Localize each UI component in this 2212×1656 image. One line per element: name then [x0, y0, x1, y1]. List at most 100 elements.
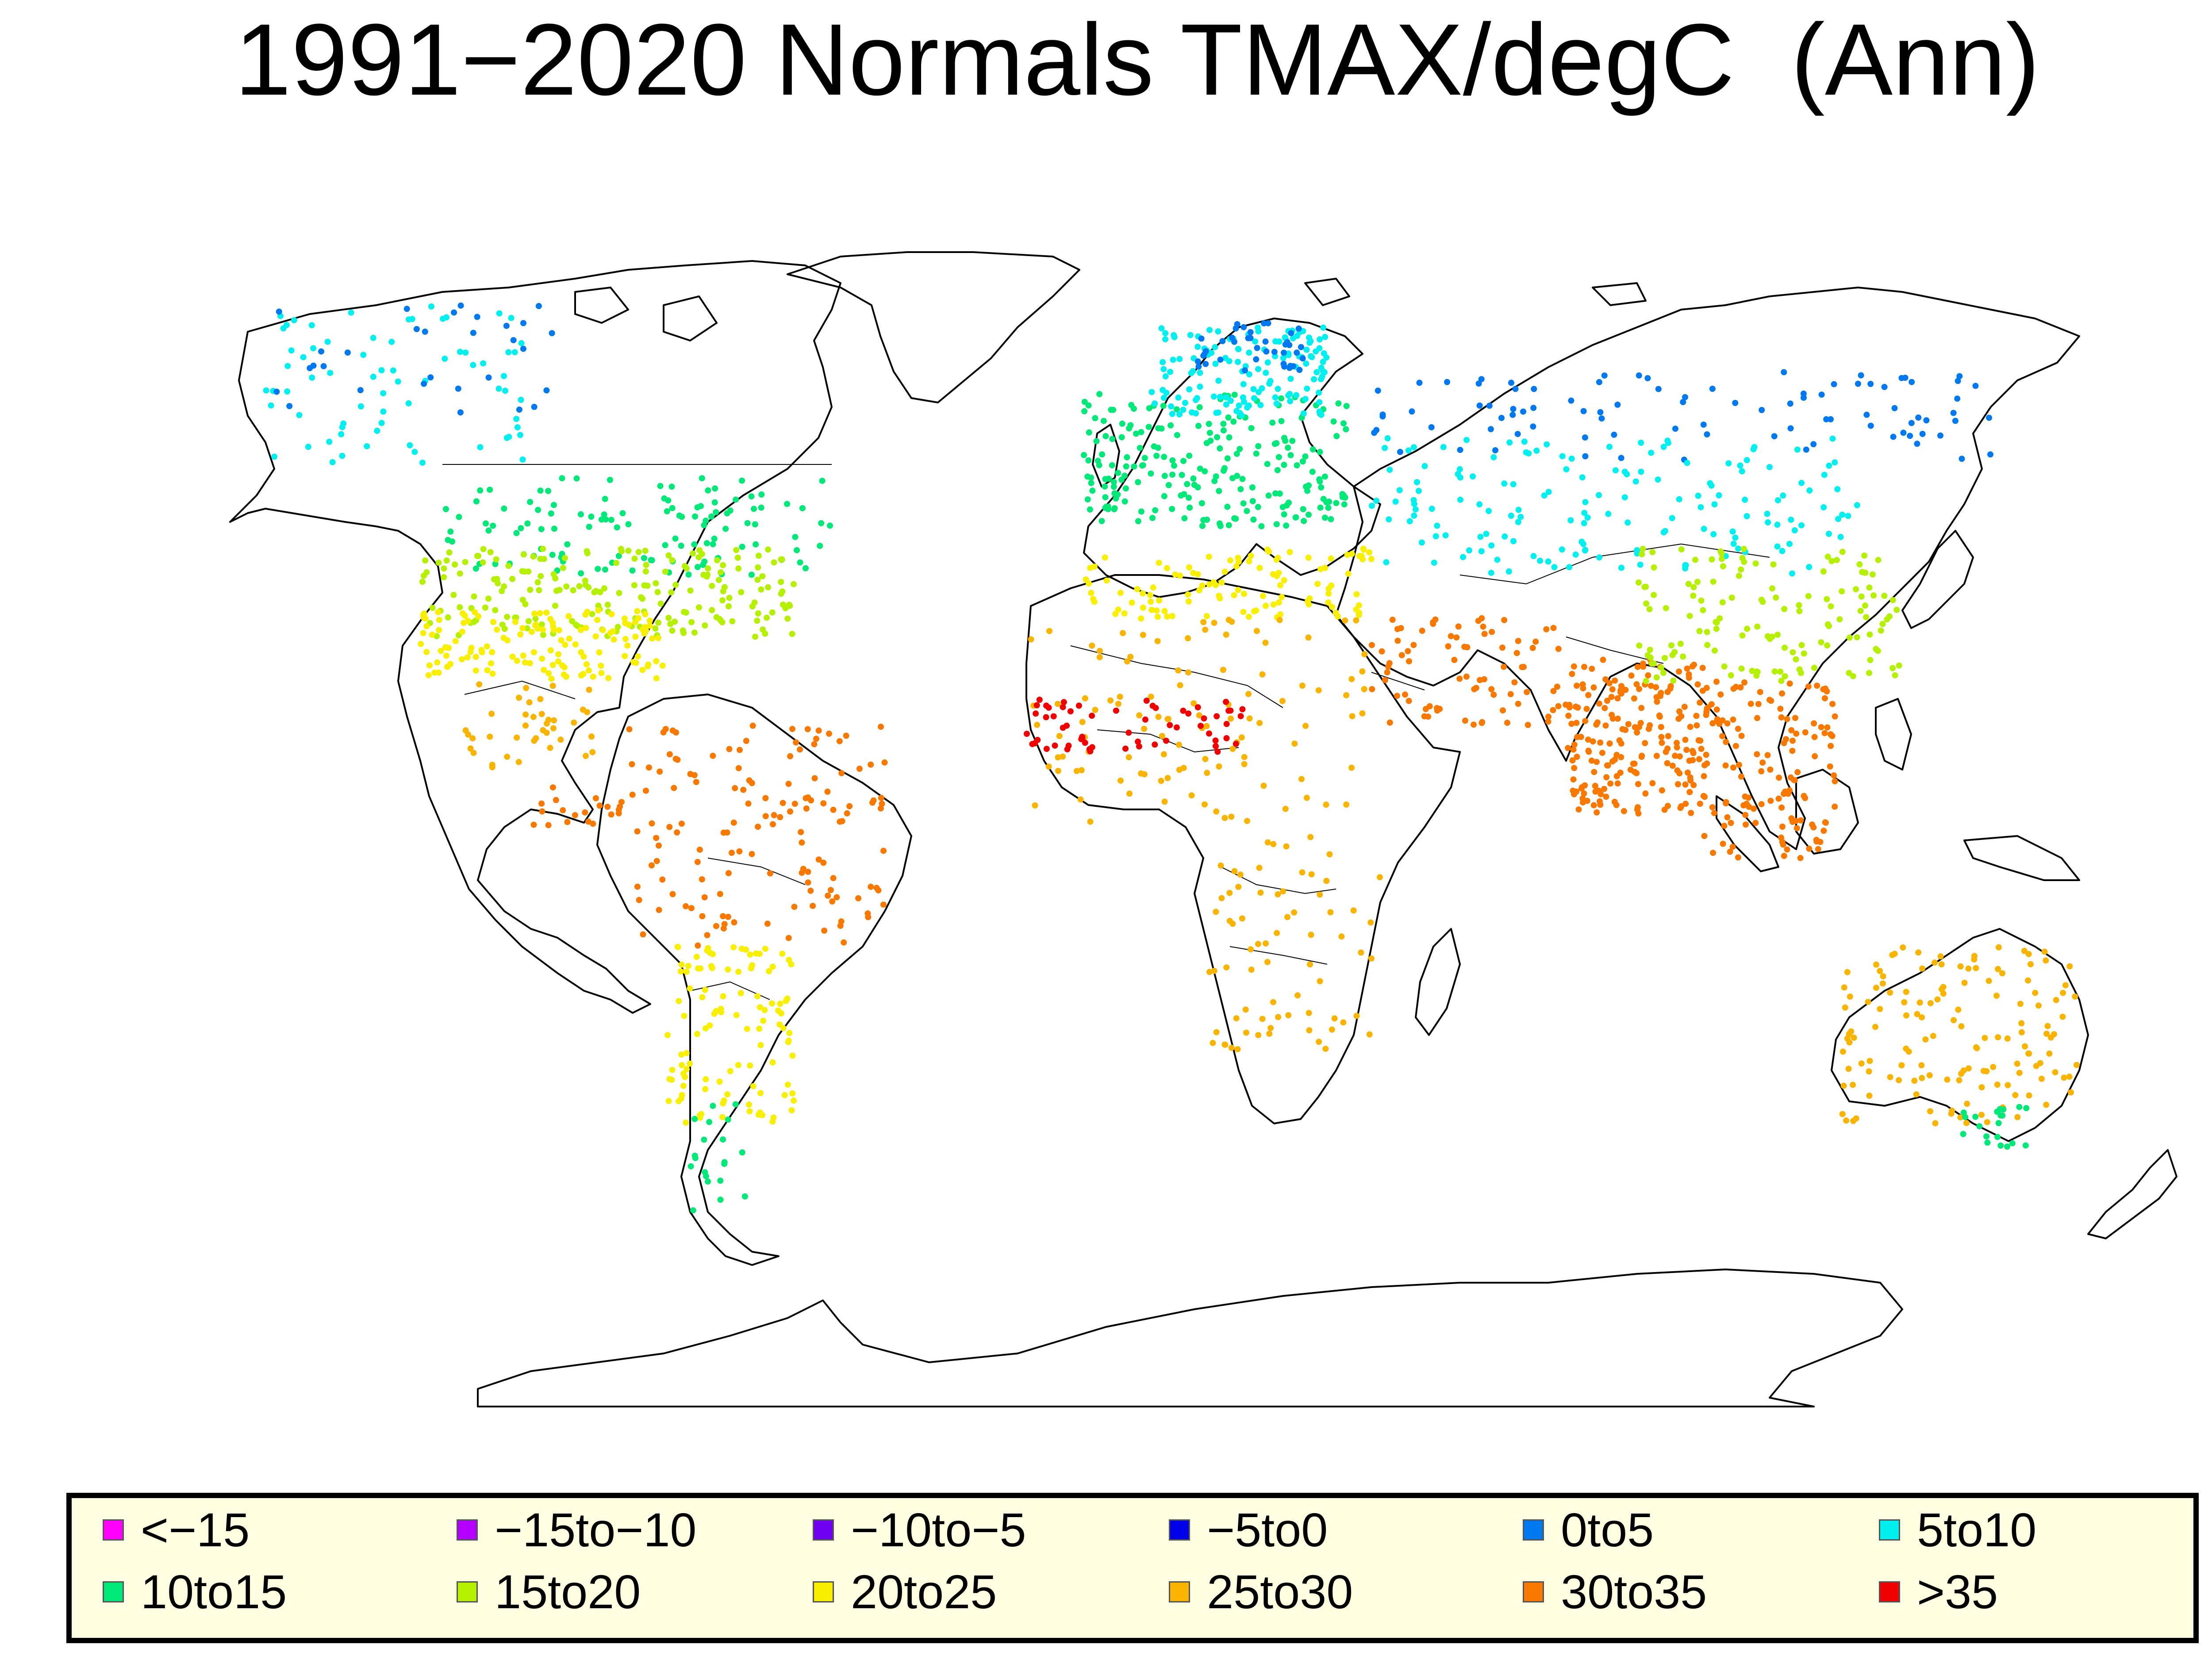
station-dot: [1704, 431, 1710, 438]
legend-swatch: [457, 1581, 478, 1602]
station-dot: [1934, 996, 1941, 1003]
station-dot: [1670, 677, 1677, 684]
station-dot: [1148, 470, 1154, 477]
station-dot: [1254, 628, 1260, 634]
station-dot: [428, 303, 434, 310]
station-dot: [1245, 691, 1252, 698]
station-dot: [1683, 747, 1690, 753]
station-dot: [672, 618, 678, 625]
station-dot: [1999, 970, 2005, 977]
station-dot: [1664, 760, 1671, 767]
station-dot: [495, 385, 502, 392]
station-dot: [766, 968, 772, 974]
coast-japan: [1901, 530, 1974, 629]
station-dot: [474, 553, 480, 559]
station-dot: [1501, 617, 1508, 623]
station-dot: [810, 903, 816, 909]
station-dot: [1846, 670, 1852, 676]
station-dot: [1839, 1111, 1846, 1117]
station-dot: [1121, 610, 1128, 617]
station-dot: [1283, 522, 1290, 529]
station-dot: [1086, 429, 1092, 436]
coast-south-america: [596, 694, 912, 1266]
station-dot: [631, 556, 638, 562]
station-dot: [1863, 614, 1870, 621]
station-dot: [734, 555, 741, 561]
station-dot: [1571, 741, 1578, 748]
station-dot: [1572, 703, 1579, 710]
station-dot: [1506, 439, 1513, 446]
station-dot: [1639, 551, 1645, 558]
station-dot: [720, 925, 727, 932]
station-dot: [370, 373, 376, 380]
station-dot: [1231, 391, 1238, 398]
station-dot: [611, 636, 617, 643]
station-dot: [1194, 571, 1201, 578]
station-dot: [1821, 472, 1828, 478]
station-dot: [595, 602, 602, 609]
station-dot: [1957, 1114, 1964, 1121]
station-dot: [1140, 604, 1146, 611]
station-dot: [1732, 400, 1739, 406]
station-dot: [419, 579, 426, 585]
station-dot: [338, 431, 345, 437]
station-dot: [501, 373, 507, 380]
station-dot: [1978, 1084, 1985, 1091]
station-dot: [1663, 605, 1669, 611]
station-dot: [1473, 685, 1479, 691]
station-dot: [543, 387, 550, 394]
station-dot: [1394, 637, 1401, 644]
station-dot: [672, 582, 679, 588]
station-dot: [1300, 410, 1307, 417]
station-dot: [2012, 1092, 2019, 1098]
station-dot: [1138, 770, 1144, 777]
station-dot: [1175, 394, 1182, 401]
station-dot: [493, 556, 499, 563]
station-dot: [445, 644, 452, 651]
station-dot: [1237, 486, 1244, 492]
station-dot: [748, 493, 755, 500]
station-dot: [1801, 650, 1807, 657]
station-dot: [696, 847, 703, 853]
station-dot: [799, 505, 806, 511]
legend-label: −10to−5: [851, 1503, 1026, 1556]
station-dot: [1228, 813, 1235, 820]
station-dot: [1926, 1072, 1933, 1079]
station-dot: [791, 904, 798, 910]
station-dot: [1180, 406, 1187, 413]
station-dot: [566, 635, 572, 642]
station-dot: [2061, 1074, 2067, 1081]
station-dot: [1196, 404, 1203, 410]
station-dot: [1690, 584, 1697, 590]
station-dot: [646, 617, 653, 624]
station-dot: [1203, 440, 1210, 446]
station-dot: [1034, 736, 1041, 743]
station-dot: [1937, 432, 1943, 439]
station-dot: [418, 640, 424, 647]
station-dot: [420, 630, 426, 636]
station-dot: [1213, 743, 1219, 749]
station-dot: [1597, 801, 1604, 808]
station-dot: [755, 824, 761, 830]
station-dot: [758, 491, 765, 498]
station-dot: [1641, 584, 1648, 590]
station-dot: [541, 556, 547, 562]
station-dot: [1815, 846, 1821, 852]
station-dot: [1320, 324, 1327, 331]
station-dot: [1187, 332, 1194, 338]
station-dot: [1824, 596, 1830, 602]
station-dot: [516, 406, 522, 413]
station-dot: [1311, 376, 1317, 383]
station-dot: [1325, 599, 1332, 606]
station-dot: [716, 577, 722, 583]
station-dot: [1322, 514, 1328, 521]
station-dot: [789, 726, 795, 732]
station-dot: [1309, 468, 1316, 475]
station-dot: [571, 719, 577, 726]
station-dot: [441, 574, 447, 581]
station-dot: [1287, 398, 1294, 404]
station-dot: [677, 968, 684, 975]
station-dot: [1213, 473, 1219, 480]
station-dot: [1160, 395, 1167, 401]
station-dot: [604, 804, 611, 810]
